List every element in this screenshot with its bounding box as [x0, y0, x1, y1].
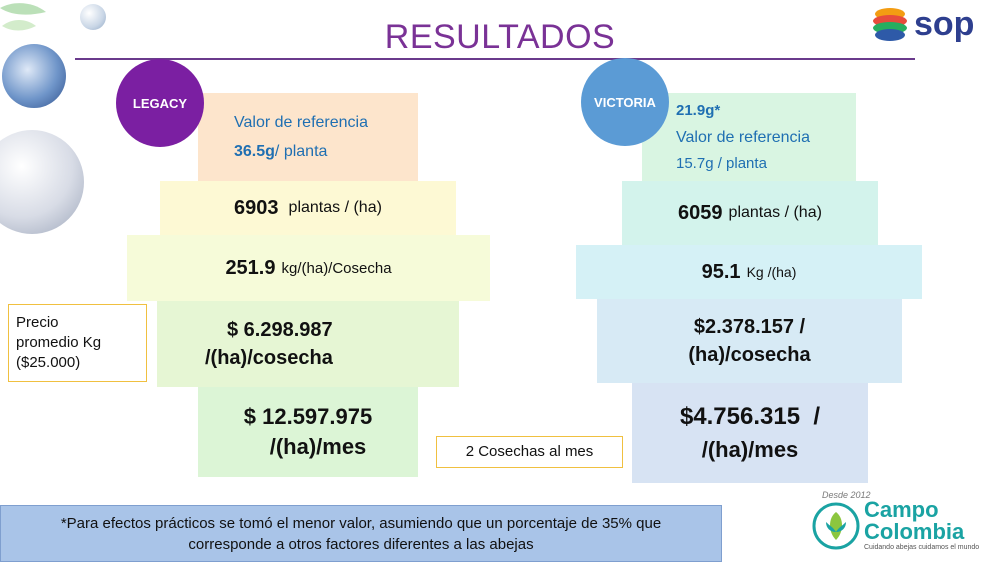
victoria-monthly-box: $4.756.315 / /(ha)/mes	[632, 383, 868, 483]
price-note-line1: Precio	[16, 314, 59, 331]
footer-note-line2: corresponde a otros factores diferentes …	[188, 535, 534, 553]
legacy-revenue-amount: $ 6.298.987	[227, 319, 333, 341]
campo-logo-icon	[812, 502, 860, 550]
sop-logo-icon	[870, 5, 910, 43]
decorative-bubble-blue	[2, 44, 66, 108]
victoria-yield-box: 95.1 Kg /(ha)	[576, 245, 922, 299]
campo-logo-word1: Campo	[864, 497, 939, 522]
decorative-bubble-small	[80, 4, 106, 30]
footer-note: *Para efectos prácticos se tomó el menor…	[0, 505, 722, 562]
legacy-revenue-box: $ 6.298.987 /(ha)/cosecha	[157, 301, 459, 387]
title-divider	[75, 58, 915, 60]
victoria-monthly-amount: $4.756.315 /	[679, 403, 821, 430]
victoria-revenue-amount: $2.378.157 /	[693, 316, 806, 338]
legacy-yield-unit: kg/(ha)/Cosecha	[281, 259, 392, 277]
victoria-revenue-box: $2.378.157 / (ha)/cosecha	[597, 299, 902, 383]
page-title: RESULTADOS	[384, 18, 616, 56]
price-note-line2: promedio Kg	[16, 334, 102, 351]
victoria-yield-unit: Kg /(ha)	[746, 264, 797, 280]
legacy-reference-value: 36.5g	[234, 143, 275, 160]
legacy-plants-value: 6903	[234, 196, 279, 219]
victoria-plants-box: 6059 plantas / (ha)	[622, 181, 878, 245]
legacy-badge-label: LEGACY	[132, 95, 188, 111]
victoria-plants-value: 6059	[678, 201, 723, 224]
legacy-monthly-amount: $ 12.597.975	[243, 404, 373, 429]
legacy-reference-label: Valor de referencia	[234, 114, 368, 131]
harvest-note-box: 2 Cosechas al mes	[436, 436, 623, 468]
decorative-bubble-large	[0, 130, 84, 234]
campo-logo-tagline: Cuidando abejas cuidamos el mundo	[864, 544, 980, 551]
legacy-monthly-box: $ 12.597.975 /(ha)/mes	[198, 387, 418, 477]
price-note-line3: ($25.000)	[16, 354, 81, 371]
campo-logo-word2: Colombia	[864, 519, 965, 544]
legacy-yield-box: 251.9 kg/(ha)/Cosecha	[127, 235, 490, 301]
victoria-yield-value: 95.1	[701, 260, 741, 283]
legacy-reference-unit: / planta	[274, 143, 328, 160]
victoria-reference-value: 15.7g / planta	[676, 154, 767, 172]
decorative-leaves	[0, 0, 50, 40]
victoria-revenue-unit: (ha)/cosecha	[688, 344, 811, 366]
legacy-yield-value: 251.9	[225, 256, 276, 279]
victoria-plants-unit: plantas / (ha)	[728, 204, 822, 221]
victoria-top-value: 21.9g*	[676, 101, 721, 119]
sop-logo: sop	[870, 4, 990, 44]
legacy-badge: LEGACY	[116, 59, 204, 147]
victoria-badge: VICTORIA	[581, 58, 669, 146]
legacy-plants-box: 6903 plantas / (ha)	[160, 181, 456, 235]
harvest-note-text: 2 Cosechas al mes	[465, 443, 594, 460]
victoria-monthly-unit: /(ha)/mes	[701, 437, 799, 462]
legacy-plants-unit: plantas / (ha)	[288, 199, 382, 216]
victoria-badge-label: VICTORIA	[594, 94, 656, 110]
campo-colombia-logo: Desde 2012 Campo Colombia Cuidando abeja…	[808, 490, 996, 558]
victoria-reference-label: Valor de referencia	[676, 128, 810, 146]
victoria-reference-box: 21.9g* Valor de referencia 15.7g / plant…	[642, 93, 856, 181]
campo-logo-tag: Desde 2012	[822, 490, 871, 500]
sop-logo-text: sop	[914, 5, 975, 43]
price-note-box: Precio promedio Kg ($25.000)	[8, 304, 147, 382]
legacy-revenue-unit: /(ha)/cosecha	[205, 347, 333, 369]
legacy-reference-box: Valor de referencia 36.5g/ planta	[198, 93, 418, 181]
legacy-monthly-unit: /(ha)/mes	[269, 434, 367, 459]
footer-note-line1: *Para efectos prácticos se tomó el menor…	[60, 514, 662, 532]
